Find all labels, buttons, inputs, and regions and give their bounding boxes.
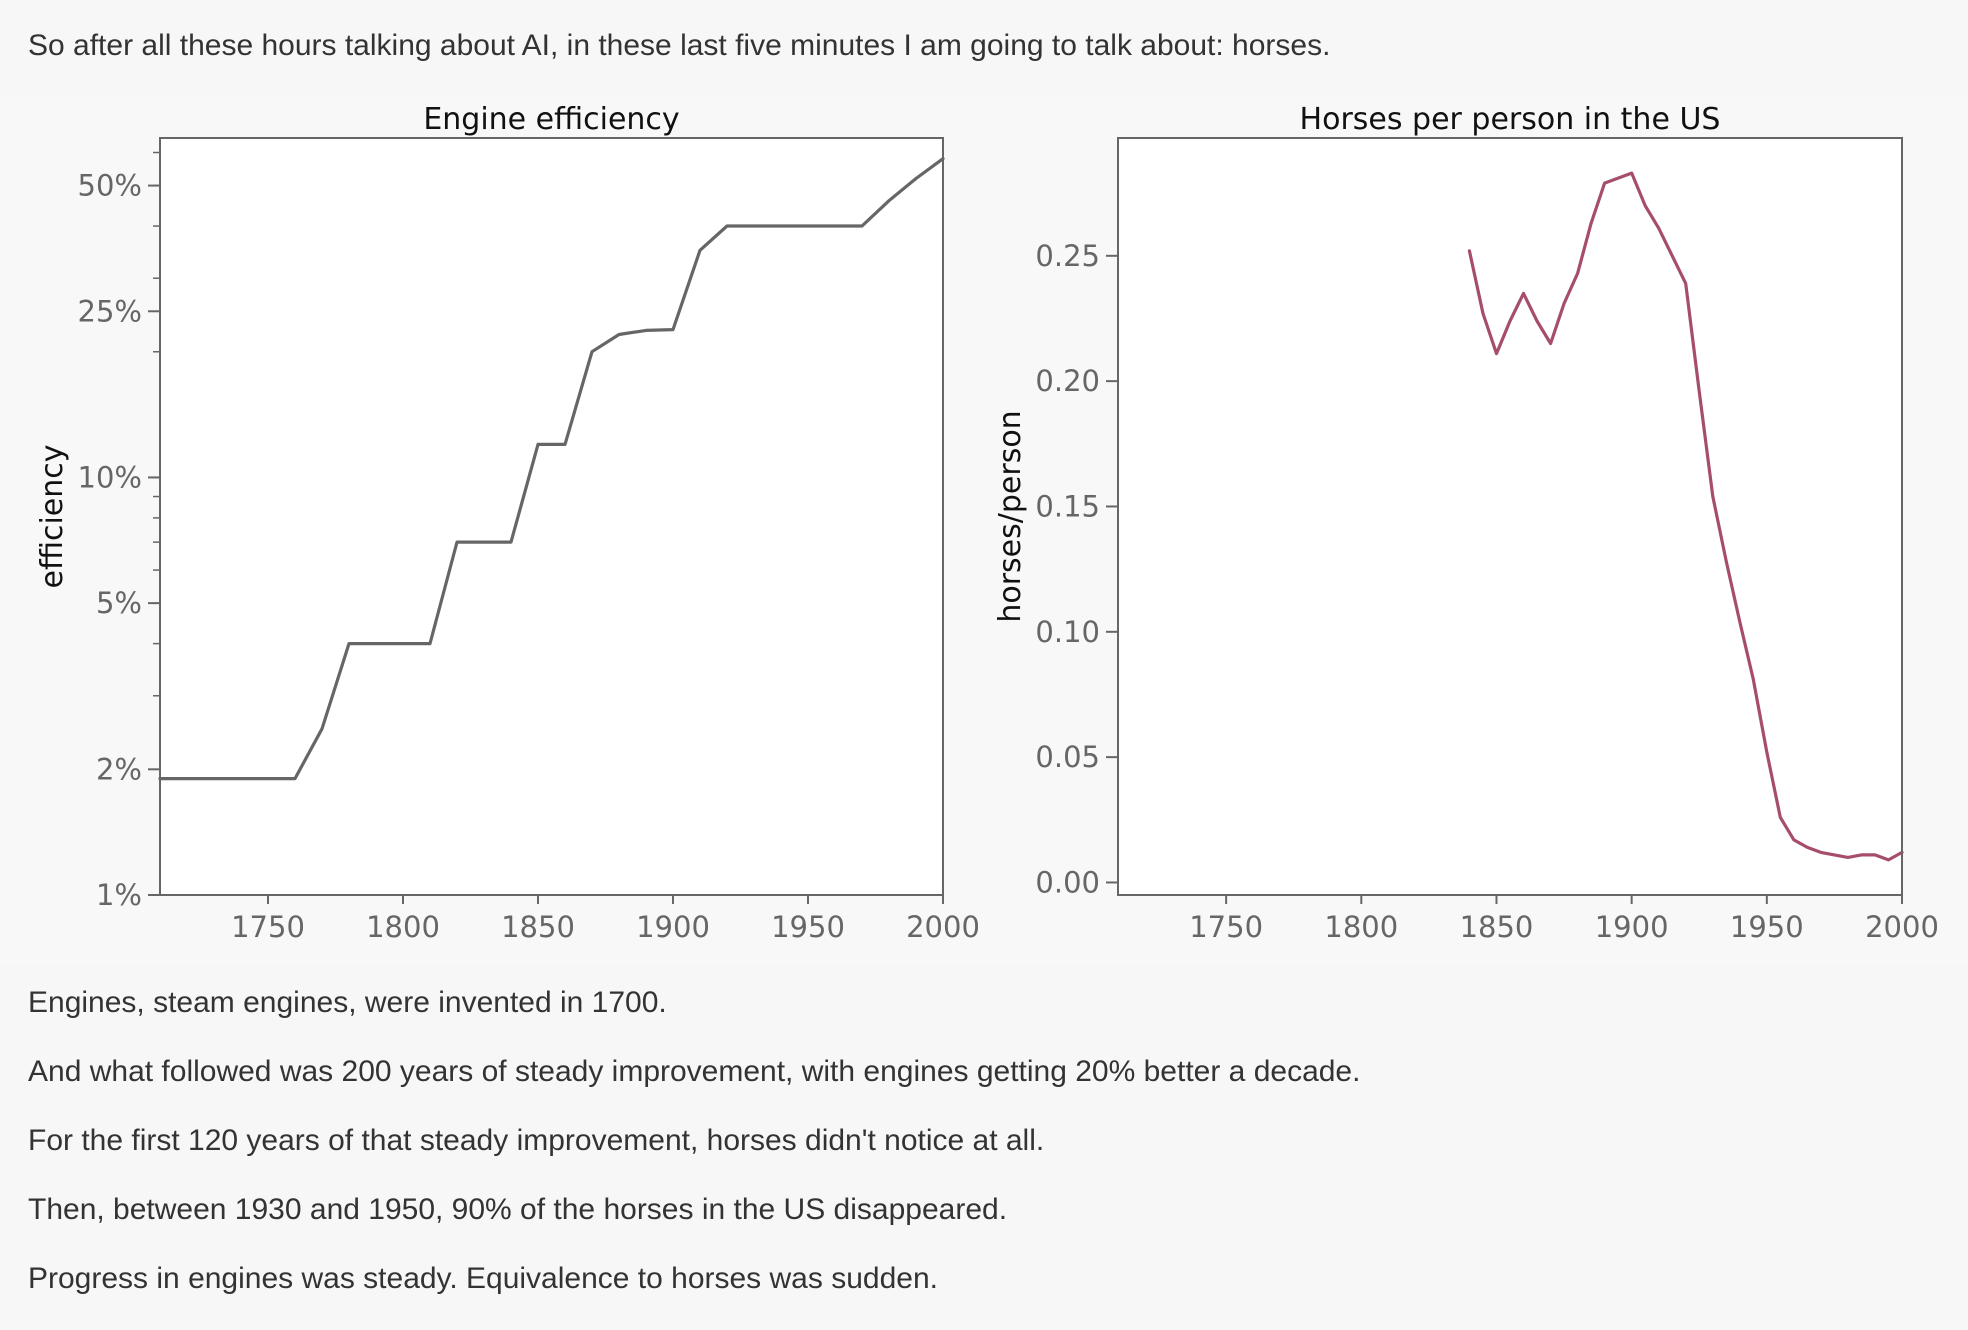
x-tick-label: 1900: [636, 910, 710, 944]
x-tick-label: 1750: [1189, 910, 1263, 944]
x-tick-label: 1950: [1730, 910, 1804, 944]
y-axis-label: efficiency: [35, 444, 70, 588]
x-tick-label: 1750: [231, 910, 305, 944]
x-tick-label: 1850: [501, 910, 575, 944]
engine-efficiency-chart: 1750 1800 1850 1900 1950 20001%2%5%10%25%50% …: [35, 102, 980, 944]
y-tick-label: 0.10: [1035, 615, 1100, 649]
series-line: [158, 157, 945, 781]
y-tick-label: 1%: [96, 878, 142, 912]
x-tick-label: 1800: [366, 910, 440, 944]
x-tick-label: 2000: [1865, 910, 1939, 944]
y-tick-label: 0.15: [1035, 489, 1100, 523]
chart-title: Engine efficiency: [423, 102, 679, 137]
y-axis-label: horses/person: [993, 410, 1028, 622]
plot-area: [160, 138, 943, 895]
x-tick-label: 1900: [1595, 910, 1669, 944]
y-tick-label: 25%: [78, 294, 142, 328]
outro-paragraph: Progress in engines was steady. Equivale…: [28, 1262, 938, 1295]
figure: 1750 1800 1850 1900 1950 20001%2%5%10%25%50% …: [0, 95, 1968, 965]
x-tick-label: 1950: [771, 910, 845, 944]
y-tick-label: 2%: [96, 752, 142, 786]
outro-paragraph: And what followed was 200 years of stead…: [28, 1055, 1361, 1088]
y-tick-label: 10%: [78, 460, 142, 494]
plot-frame: [159, 137, 944, 896]
y-tick-label: 5%: [96, 586, 142, 620]
y-tick-label: 0.05: [1035, 740, 1100, 774]
y-tick-label: 0.00: [1035, 865, 1100, 899]
chart-marks: 1750 1800 1850 1900 1950 2000 1% 2% 5% 10% 25% 50%: [78, 151, 980, 944]
horses-per-person-chart: 1750 1800 1850 1900 1950 2000 0.00 0.05 0.10 0.15…: [993, 102, 1939, 944]
plot-area: [1118, 138, 1902, 895]
intro-paragraph: So after all these hours talking about A…: [28, 29, 1331, 62]
x-tick-label: 1800: [1324, 910, 1398, 944]
y-tick-label: 0.25: [1035, 239, 1100, 273]
x-tick-label: 2000: [906, 910, 980, 944]
plot-frame: [1117, 137, 1903, 896]
chart-title: Horses per person in the US: [1300, 102, 1721, 137]
y-tick-label: 50%: [78, 169, 142, 203]
series-line: [1467, 171, 1904, 862]
outro-paragraphs: Engines, steam engines, were invented in…: [28, 985, 1360, 1330]
outro-paragraph: Engines, steam engines, were invented in…: [28, 986, 667, 1019]
outro-paragraph: Then, between 1930 and 1950, 90% of the …: [28, 1193, 1008, 1226]
y-tick-label: 0.20: [1035, 364, 1100, 398]
x-tick-label: 1850: [1460, 910, 1534, 944]
chart-marks: 1750 1800 1850 1900 1950 2000 0.00 0.05 0.10 0.15…: [1035, 171, 1939, 944]
outro-paragraph: For the first 120 years of that steady i…: [28, 1124, 1045, 1157]
